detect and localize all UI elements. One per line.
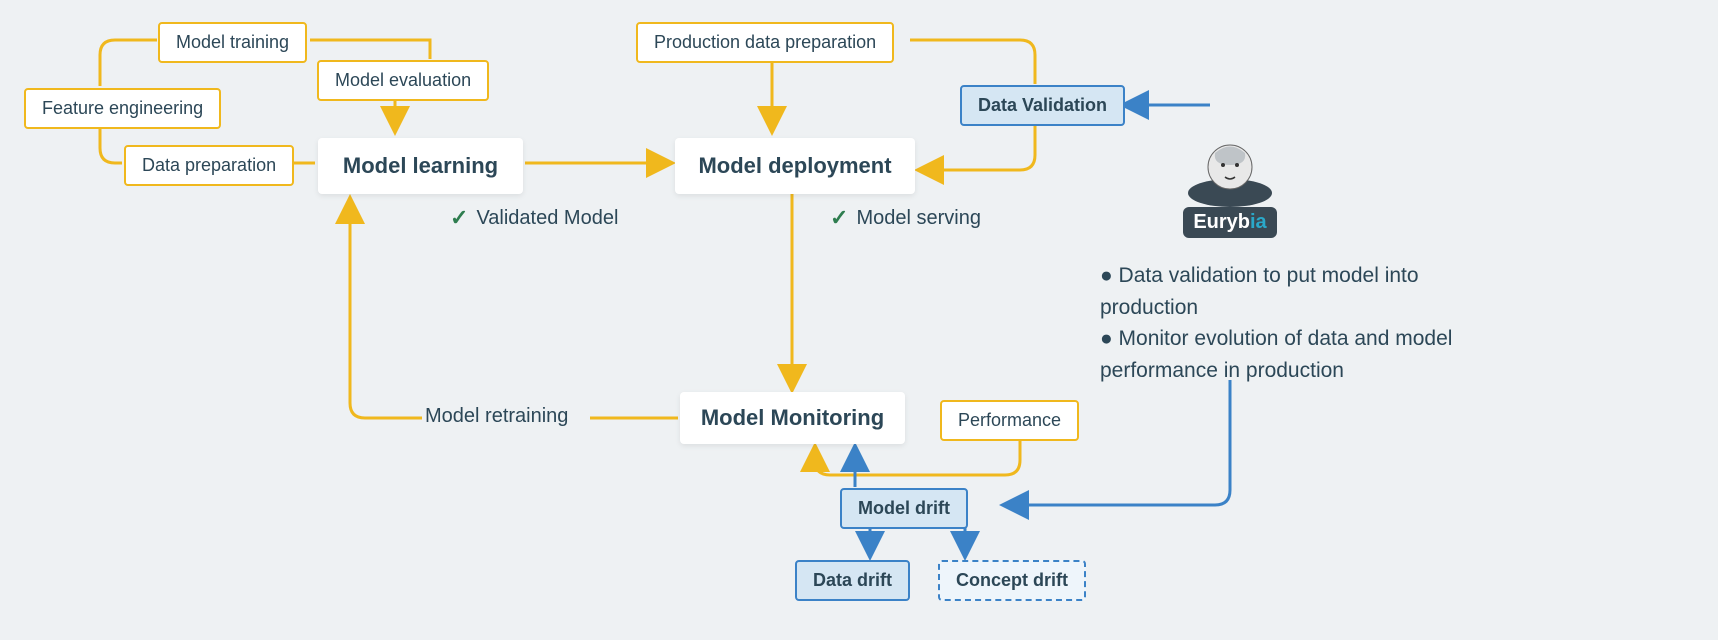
node-model-deployment: Model deployment bbox=[675, 138, 915, 194]
label-model-serving: ✓ Model serving bbox=[830, 205, 981, 231]
eurybia-logo-text: Eurybia bbox=[1183, 207, 1276, 238]
node-performance: Performance bbox=[940, 400, 1079, 441]
check-icon: ✓ bbox=[450, 205, 468, 231]
node-data-preparation: Data preparation bbox=[124, 145, 294, 186]
node-data-drift: Data drift bbox=[795, 560, 910, 601]
eurybia-logo: Eurybia bbox=[1170, 135, 1290, 238]
node-model-drift: Model drift bbox=[840, 488, 968, 529]
label-model-serving-text: Model serving bbox=[856, 207, 981, 230]
eurybia-head-icon bbox=[1175, 135, 1285, 210]
bullet-list: ● Data validation to put model into prod… bbox=[1100, 260, 1480, 386]
node-concept-drift: Concept drift bbox=[938, 560, 1086, 601]
logo-prefix: Euryb bbox=[1193, 211, 1250, 233]
node-model-learning: Model learning bbox=[318, 138, 523, 194]
label-validated-model-text: Validated Model bbox=[476, 207, 618, 230]
node-feature-engineering: Feature engineering bbox=[24, 88, 221, 129]
bullet-item: ● Monitor evolution of data and model pe… bbox=[1100, 323, 1480, 386]
label-model-retraining: Model retraining bbox=[425, 405, 568, 428]
bullet-item: ● Data validation to put model into prod… bbox=[1100, 260, 1480, 323]
node-production-data-prep: Production data preparation bbox=[636, 22, 894, 63]
bullet-text-0: Data validation to put model into produc… bbox=[1100, 264, 1419, 319]
label-validated-model: ✓ Validated Model bbox=[450, 205, 618, 231]
check-icon: ✓ bbox=[830, 205, 848, 231]
label-model-retraining-text: Model retraining bbox=[425, 405, 568, 428]
node-model-evaluation: Model evaluation bbox=[317, 60, 489, 101]
logo-suffix: ia bbox=[1250, 211, 1267, 233]
node-model-training: Model training bbox=[158, 22, 307, 63]
bullet-text-1: Monitor evolution of data and model perf… bbox=[1100, 327, 1452, 382]
node-model-monitoring: Model Monitoring bbox=[680, 392, 905, 444]
node-data-validation: Data Validation bbox=[960, 85, 1125, 126]
